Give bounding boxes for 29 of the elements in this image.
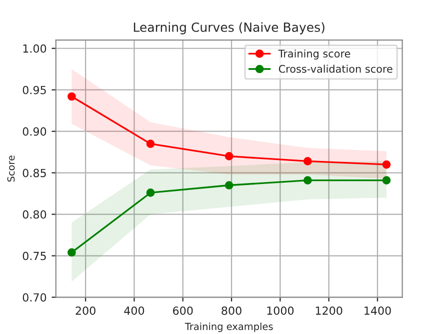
point <box>68 248 76 257</box>
point <box>146 188 155 197</box>
x-tick-label: 600 <box>173 306 193 315</box>
y-tick-label: 0.85 <box>22 168 46 178</box>
point <box>304 176 312 184</box>
x-tick-label: 800 <box>222 306 242 315</box>
point <box>304 157 312 166</box>
x-tick-label: 400 <box>124 306 144 315</box>
y-tick-label: 1.00 <box>23 44 46 53</box>
point <box>224 181 234 190</box>
point <box>146 140 155 148</box>
chart-title: Learning Curves (Naive Bayes) <box>134 22 324 34</box>
point <box>382 160 391 169</box>
point <box>382 176 391 184</box>
x-tick-label: 1000 <box>267 306 294 315</box>
y-axis-title: Score <box>7 156 15 182</box>
y-tick-label: 0.95 <box>22 86 46 94</box>
x-axis-title: Training examples <box>184 322 273 332</box>
y-tick-label: 0.80 <box>22 210 46 219</box>
x-tick-label: 1200 <box>316 306 342 315</box>
legend-label: Cross-validation score <box>278 64 392 73</box>
y-tick-label: 0.90 <box>22 127 46 136</box>
x-tick-label: 1400 <box>364 306 391 315</box>
y-tick-label: 0.75 <box>22 252 46 260</box>
y-tick-label: 0.70 <box>22 293 46 302</box>
x-tick-label: 200 <box>76 306 96 315</box>
point <box>68 92 76 101</box>
legend-label: Training score <box>278 49 350 60</box>
point <box>224 152 234 160</box>
